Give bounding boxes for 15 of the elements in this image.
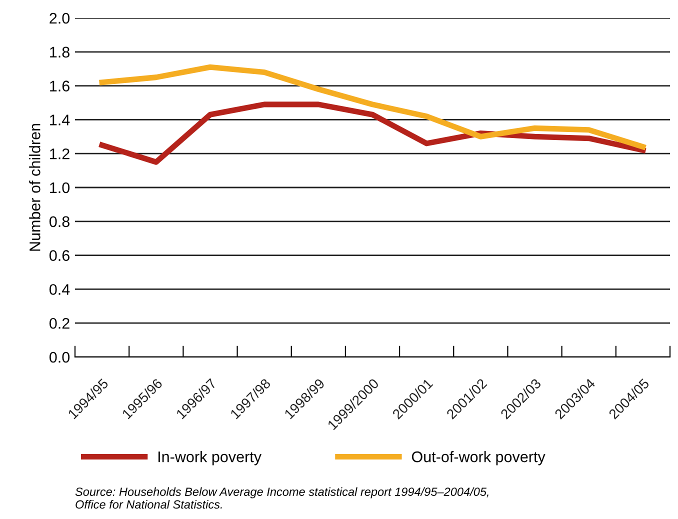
y-tick-label: 1.8 <box>50 46 70 58</box>
source-note: Source: Households Below Average Income statistical report 1994/95–2004/05, Office for National Statistics. <box>75 487 488 509</box>
y-tick-label: 1.2 <box>50 148 70 160</box>
y-tick-label: 0.2 <box>50 318 70 329</box>
y-tick-label: 0.6 <box>50 250 70 261</box>
y-tick-label: 0.8 <box>50 216 70 228</box>
y-tick-label: 1.4 <box>50 114 70 126</box>
legend-label: In-work poverty <box>158 451 262 466</box>
y-tick-label: 0.4 <box>50 284 70 295</box>
y-tick-label: 1.0 <box>50 182 70 194</box>
y-axis-title: Number of children <box>29 124 40 251</box>
y-tick-label: 0.0 <box>50 352 70 363</box>
legend-label: Out-of-work poverty <box>412 451 546 466</box>
y-tick-label: 2.0 <box>50 12 70 24</box>
y-tick-label: 1.6 <box>50 80 70 92</box>
